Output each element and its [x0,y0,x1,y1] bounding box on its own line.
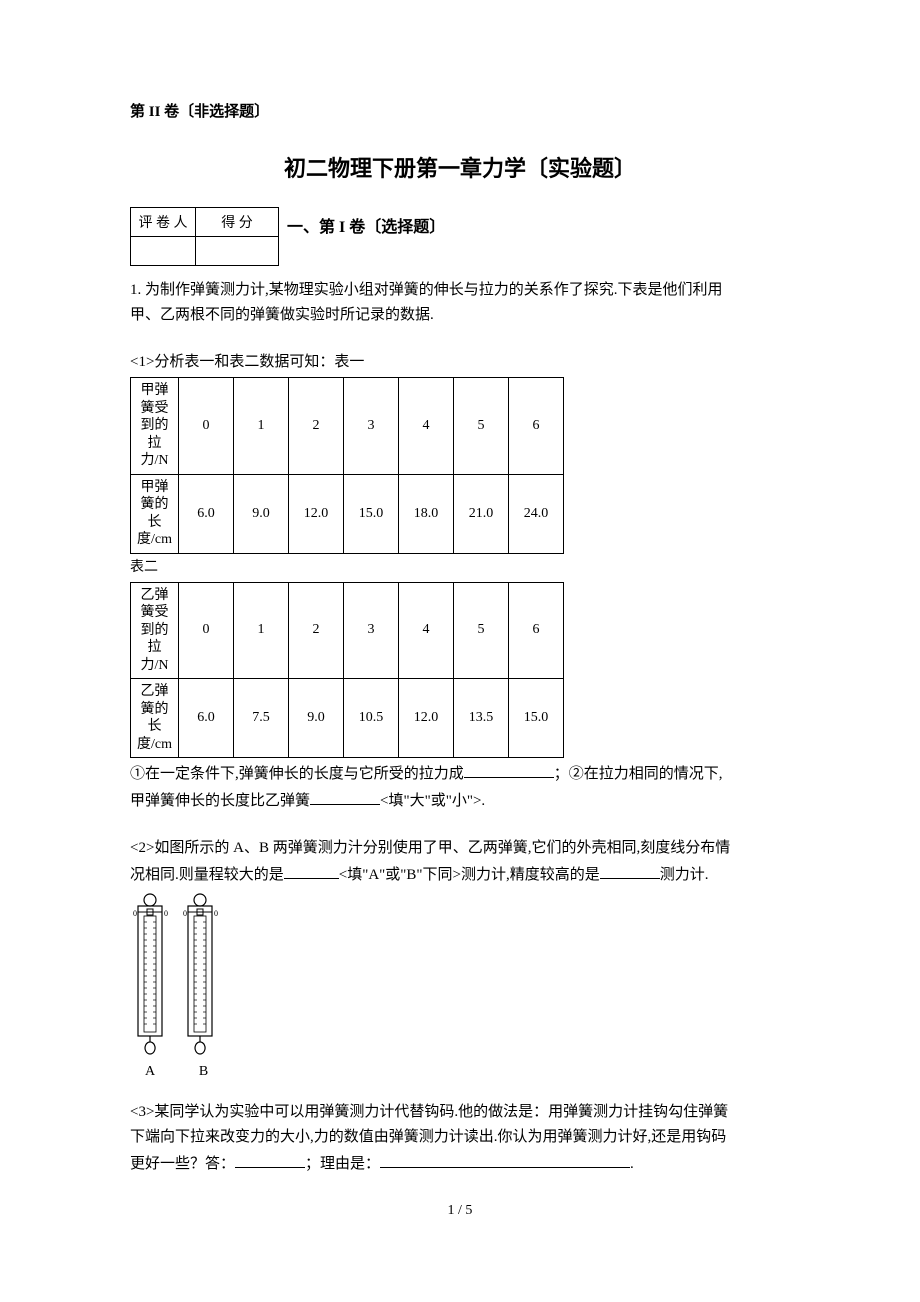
table-cell: 2 [289,582,344,679]
table-cell: 1 [234,582,289,679]
table-cell: 2 [289,378,344,475]
text-fragment: 况相同.则量程较大的是 [130,867,284,883]
table2-row2-label: 乙弹簧的长度/cm [131,679,179,758]
fill-blank[interactable] [380,1152,630,1168]
text-fragment: <填"A"或"B"下同>测力计,精度较高的是 [339,867,600,883]
q1-part1-fill-line1: ①在一定条件下,弹簧伸长的长度与它所受的拉力成 ；②在拉力相同的情况下, [130,762,790,785]
text-fragment: ①在一定条件下,弹簧伸长的长度与它所受的拉力成 [130,766,464,782]
page-number: 1 / 5 [130,1203,790,1219]
fill-blank[interactable] [310,789,380,805]
q1-part2-line1: <2>如图所示的 A、B 两弹簧测力汁分别使用了甲、乙两弹簧,它们的外壳相同,刻… [130,838,790,859]
dyn-label-a: A [130,1064,170,1080]
q1-part3-line2: 下端向下拉来改变力的大小,力的数值由弹簧测力计读出.你认为用弹簧测力计好,还是用… [130,1127,790,1148]
table-cell: 3 [344,378,399,475]
table-cell: 12.0 [289,474,344,553]
table2-caption: 表二 [130,556,790,576]
table1-row1-label: 甲弹簧受到的拉力/N [131,378,179,475]
text-fragment: 更好一些？答： [130,1156,235,1172]
table-cell: 5 [454,378,509,475]
table2-row1-label: 乙弹簧受到的拉力/N [131,582,179,679]
fill-blank[interactable] [600,863,660,879]
table-cell: 18.0 [399,474,454,553]
q1-part3-line1: <3>某同学认为实验中可以用弹簧测力计代替钩码.他的做法是：用弹簧测力计挂钩勾住… [130,1102,790,1123]
q1-part1-intro: <1>分析表一和表二数据可知：表一 [130,352,790,373]
fill-blank[interactable] [464,762,554,778]
table-cell: 24.0 [509,474,564,553]
table-cell: 4 [399,582,454,679]
table-cell: 5 [454,582,509,679]
table-two: 乙弹簧受到的拉力/N 0 1 2 3 4 5 6 乙弹簧的长度/cm 6.0 7… [130,582,564,759]
text-fragment: <填"大"或"小">. [380,793,485,809]
table-cell: 13.5 [454,679,509,758]
grader-table: 评 卷 人 得 分 [130,207,279,266]
table1-row2-label: 甲弹簧的长度/cm [131,474,179,553]
dyn-label-b: B [184,1064,224,1080]
text-fragment: 甲弹簧伸长的长度比乙弹簧 [130,793,310,809]
q1-part1-fill-line2: 甲弹簧伸长的长度比乙弹簧 <填"大"或"小">. [130,789,790,812]
text-fragment: 测力计. [660,867,709,883]
table-cell: 15.0 [509,679,564,758]
grader-col1-label: 评 卷 人 [131,208,196,237]
table-cell: 0 [179,378,234,475]
table-cell: 6.0 [179,679,234,758]
table-cell: 9.0 [289,679,344,758]
dynamometer-figure: 0 0 [130,892,790,1062]
table-cell: 0 [179,582,234,679]
svg-text:0: 0 [214,909,218,918]
text-fragment: ；②在拉力相同的情况下, [554,766,723,782]
q1-stem-line2: 甲、乙两根不同的弹簧做实验时所记录的数据. [130,305,790,326]
table-cell: 7.5 [234,679,289,758]
grader-col1-blank [131,237,196,266]
table-cell: 1 [234,378,289,475]
table-cell: 3 [344,582,399,679]
text-fragment: . [630,1156,634,1172]
q1-stem-line1: 1. 为制作弹簧测力计,某物理实验小组对弹簧的伸长与拉力的关系作了探究.下表是他… [130,280,790,301]
table-cell: 6 [509,378,564,475]
table-cell: 6.0 [179,474,234,553]
fill-blank[interactable] [284,863,339,879]
table-cell: 21.0 [454,474,509,553]
q1-part3-line3: 更好一些？答： ；理由是：. [130,1152,790,1175]
section-label: 第 II 卷〔非选择题〕 [130,100,790,121]
q1-part2-line2: 况相同.则量程较大的是 <填"A"或"B"下同>测力计,精度较高的是 测力计. [130,863,790,886]
table-cell: 15.0 [344,474,399,553]
table-one: 甲弹簧受到的拉力/N 0 1 2 3 4 5 6 甲弹簧的长度/cm 6.0 9… [130,377,564,554]
svg-text:0: 0 [133,909,137,918]
table-cell: 4 [399,378,454,475]
svg-text:0: 0 [164,909,168,918]
table-cell: 6 [509,582,564,679]
fill-blank[interactable] [235,1152,305,1168]
dynamometer-labels: A B [130,1064,790,1080]
document-title: 初二物理下册第一章力学〔实验题〕 [130,151,790,183]
section-heading: 一、第 I 卷〔选择题〕 [279,207,445,237]
table-cell: 12.0 [399,679,454,758]
table-cell: 10.5 [344,679,399,758]
grader-col2-label: 得 分 [196,208,279,237]
grader-col2-blank [196,237,279,266]
text-fragment: ；理由是： [305,1156,380,1172]
table-cell: 9.0 [234,474,289,553]
svg-text:0: 0 [183,909,187,918]
